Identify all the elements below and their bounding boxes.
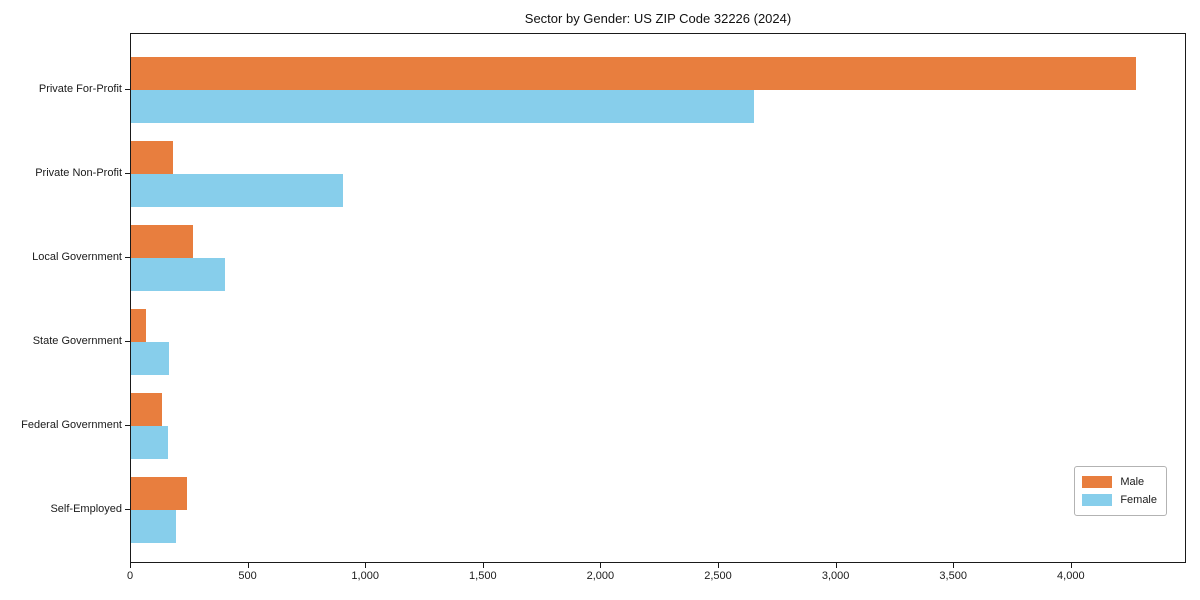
xtick-mark: [365, 563, 367, 568]
ytick-label: Self-Employed: [50, 503, 122, 515]
ytick-label: Federal Government: [21, 419, 122, 431]
ytick-mark: [125, 89, 130, 90]
ytick-label: State Government: [32, 335, 122, 347]
xtick-label: 3,000: [821, 570, 850, 582]
legend-row-female: Female: [1082, 491, 1157, 509]
legend-swatch-male: [1082, 476, 1113, 488]
legend: Male Female: [1074, 466, 1167, 516]
xtick-label: 3,500: [939, 570, 967, 582]
bar-male-state-government: [131, 309, 147, 342]
ytick-mark: [125, 257, 130, 258]
bar-female-private-non-profit: [131, 174, 343, 207]
xtick-label: 1,000: [351, 570, 379, 582]
legend-row-male: Male: [1082, 473, 1157, 491]
bar-female-federal-government: [131, 426, 168, 459]
xtick-mark: [953, 563, 955, 568]
legend-label-female: Female: [1120, 494, 1157, 506]
bar-male-federal-government: [131, 393, 162, 426]
bar-female-self-employed: [131, 510, 176, 543]
xtick-mark: [718, 563, 719, 568]
legend-swatch-female: [1082, 494, 1113, 506]
bar-male-private-for-profit: [131, 57, 1137, 90]
bar-female-local-government: [131, 258, 226, 291]
xtick-mark: [1070, 563, 1072, 568]
xtick-label: 4,000: [1057, 570, 1085, 582]
xtick-mark: [482, 563, 484, 568]
legend-items: Male Female: [1082, 473, 1157, 509]
ytick-mark: [125, 341, 130, 342]
ytick-mark: [125, 173, 130, 174]
ytick-mark: [125, 425, 130, 426]
xtick-mark: [130, 563, 131, 568]
bar-female-state-government: [131, 342, 169, 375]
xtick-label: 2,500: [704, 570, 732, 582]
xtick-mark: [247, 563, 249, 568]
ytick-label: Private Non-Profit: [35, 167, 122, 179]
bar-male-local-government: [131, 225, 194, 258]
xtick-label: 500: [238, 570, 257, 582]
ytick-label: Private For-Profit: [38, 83, 122, 95]
ytick-label: Local Government: [32, 251, 122, 263]
xtick-mark: [600, 563, 602, 568]
bar-male-private-non-profit: [131, 141, 174, 174]
xtick-label: 2,000: [586, 570, 615, 582]
xtick-mark: [835, 563, 837, 568]
bar-female-private-for-profit: [131, 90, 755, 123]
chart-title: Sector by Gender: US ZIP Code 32226 (202…: [524, 11, 792, 26]
legend-label-male: Male: [1120, 476, 1145, 488]
plot-area: Male Female: [130, 33, 1186, 563]
bar-male-self-employed: [131, 477, 188, 510]
xtick-label: 1,500: [469, 570, 497, 582]
xtick-label: 0: [126, 570, 134, 582]
ytick-mark: [125, 509, 130, 510]
